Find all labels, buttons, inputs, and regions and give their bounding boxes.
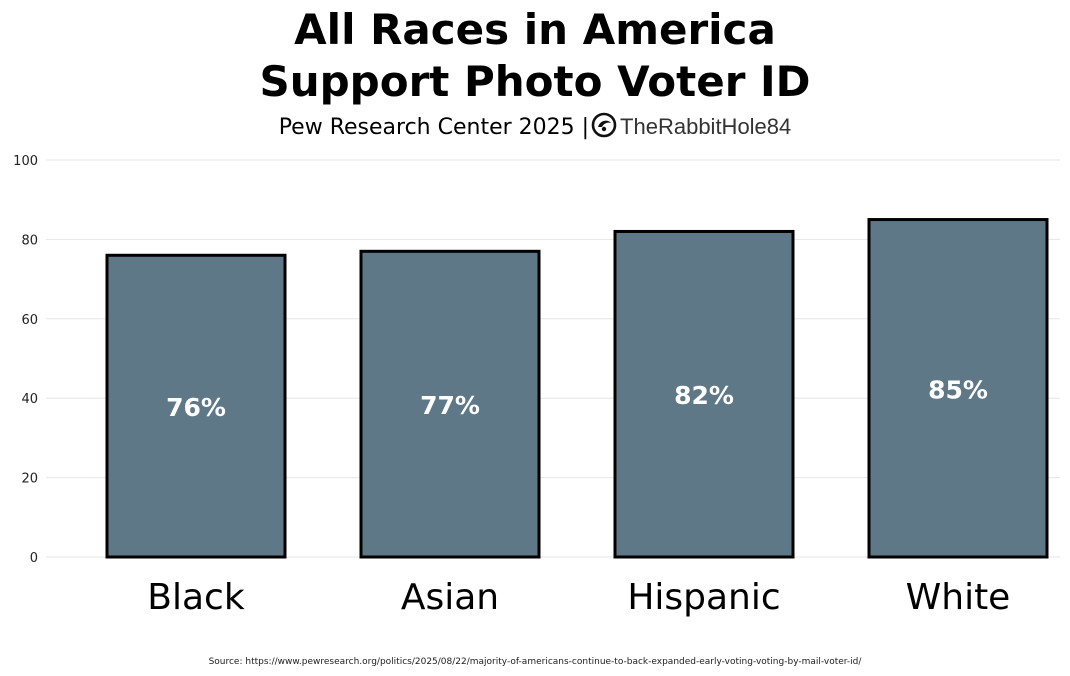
bar-asian — [359, 249, 541, 559]
y-tick-label: 100 — [13, 154, 38, 169]
bar-white — [867, 218, 1049, 559]
y-tick-label: 40 — [21, 392, 38, 407]
y-tick-label: 80 — [21, 233, 38, 248]
bar-value-labels: 76% 77% 82% 85% — [166, 375, 988, 422]
x-tick-label: Black — [147, 577, 245, 618]
bar-hispanic — [613, 229, 795, 559]
y-tick-label: 20 — [21, 472, 38, 487]
subtitle-text: Pew Research Center 2025 | — [278, 115, 590, 140]
bar-black — [105, 253, 287, 559]
chart-title-line-2: Support Photo Voter ID — [259, 57, 811, 106]
bar-chart: 0 20 40 60 80 100 76% 77% 82% 85% Black Asian Hisp… — [13, 154, 1060, 618]
bar-value-label: 85% — [928, 375, 988, 404]
x-tick-label: Asian — [401, 577, 499, 618]
y-axis-ticks: 0 20 40 60 80 100 — [13, 154, 38, 566]
bars — [105, 218, 1049, 559]
x-axis-category-labels: Black Asian Hispanic White — [147, 577, 1010, 618]
source-citation: Source: https://www.pewresearch.org/poli… — [208, 657, 862, 667]
rabbit-hole-logo-icon — [591, 112, 617, 147]
x-tick-label: White — [906, 577, 1011, 618]
y-tick-label: 60 — [21, 313, 38, 328]
chart-title-line-1: All Races in America — [294, 5, 776, 54]
bar-value-label: 77% — [420, 391, 480, 420]
author-credit: TheRabbitHole84 — [620, 114, 792, 139]
x-tick-label: Hispanic — [627, 577, 780, 618]
y-tick-label: 0 — [30, 551, 38, 566]
chart-subtitle: Pew Research Center 2025 | TheRabbitHole8… — [0, 112, 1070, 147]
bar-value-label: 76% — [166, 393, 226, 422]
bar-value-label: 82% — [674, 381, 734, 410]
